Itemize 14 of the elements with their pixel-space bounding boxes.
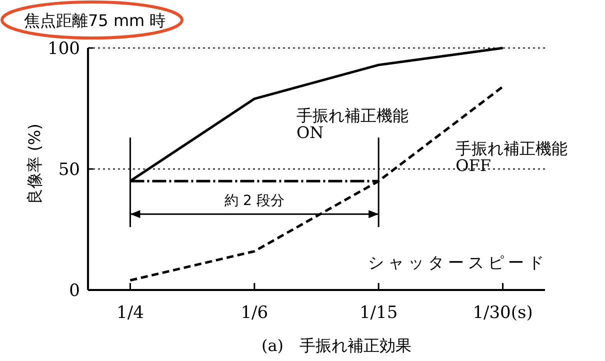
x-tick-label: 1/6	[240, 303, 268, 323]
x-axis-title: シャッタースピード	[368, 253, 548, 272]
y-tick-label: 50	[58, 160, 80, 180]
x-tick-label: 1/30(s)	[472, 303, 533, 323]
text: (a) 手振れ補正効果	[261, 336, 412, 355]
y-axis-title: 良像率 (%)	[25, 124, 44, 204]
series-label: 手振れ補正機能 ON	[296, 106, 408, 142]
y-tick-label: 0	[69, 281, 80, 301]
annotation: 約 2 段分	[224, 193, 284, 210]
chart-title: 焦点距離75 mm 時	[24, 11, 166, 30]
x-tick-label: 1/15	[360, 303, 398, 323]
series-label: 手振れ補正機能 OFF	[456, 138, 568, 175]
y-tick-label: 100	[48, 39, 80, 59]
x-tick-label: 1/4	[116, 303, 144, 323]
